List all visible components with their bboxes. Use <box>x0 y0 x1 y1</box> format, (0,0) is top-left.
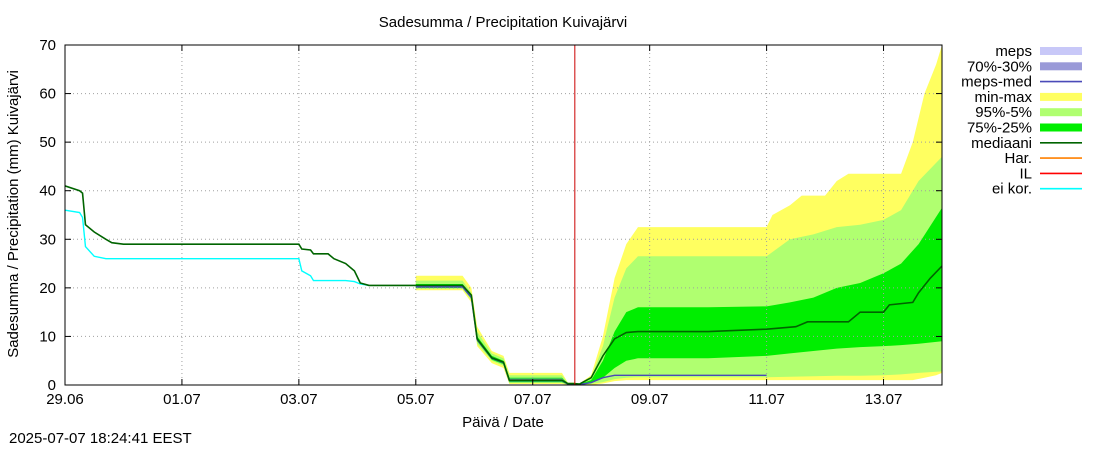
chart-title: Sadesumma / Precipitation Kuivajärvi <box>379 14 627 31</box>
axes-layer: 0 10 20 30 40 50 60 70 29.06 01.07 03.07 05.07 07.07… <box>39 37 943 408</box>
y-axis-label: Sadesumma / Precipitation (mm) Kuivajärv… <box>5 70 22 358</box>
x-tick-label: 13.07 <box>865 391 903 408</box>
legend-swatch <box>1040 62 1082 71</box>
legend-label: min-max <box>974 89 1032 106</box>
x-tick-label: 11.07 <box>748 391 784 408</box>
band-70-30 <box>415 284 568 385</box>
legend-item-il: IL <box>1019 165 1082 182</box>
timestamp: 2025-07-07 18:24:41 EEST <box>9 430 192 447</box>
x-tick-label: 07.07 <box>514 391 552 408</box>
series-mediaani <box>65 185 942 385</box>
band-75-25 <box>415 207 942 385</box>
x-tick-label: 01.07 <box>163 391 201 408</box>
legend-label: Har. <box>1004 150 1032 167</box>
y-tick-label: 60 <box>39 86 56 103</box>
band-layer <box>415 45 942 385</box>
x-tick-label: 03.07 <box>280 391 318 408</box>
x-tick-label: 09.07 <box>631 391 669 408</box>
legend-item-mediaani: mediaani <box>971 135 1082 152</box>
x-tick-label: 29.06 <box>46 391 84 408</box>
legend-label: ei kor. <box>992 181 1032 198</box>
y-tick-label: 20 <box>39 280 56 297</box>
y-tick-label: 70 <box>39 37 56 54</box>
legend-swatch <box>1040 92 1082 101</box>
y-tick-label: 0 <box>48 377 56 394</box>
legend-label: IL <box>1019 165 1032 182</box>
legend: meps70%-30%meps-medmin-max95%-5%75%-25%m… <box>961 43 1082 198</box>
line-layer <box>65 45 942 385</box>
legend-swatch <box>1040 108 1082 117</box>
legend-label: mediaani <box>971 135 1032 152</box>
series-ei-kor <box>65 209 370 287</box>
y-tick-label: 10 <box>39 328 56 345</box>
legend-swatch <box>1040 123 1082 132</box>
x-tick-label: 05.07 <box>397 391 435 408</box>
y-tick-label: 50 <box>39 134 56 151</box>
legend-item-95-5: 95%-5% <box>975 104 1082 121</box>
legend-label: 95%-5% <box>975 104 1032 121</box>
legend-label: meps-med <box>961 74 1032 91</box>
legend-label: meps <box>995 43 1032 60</box>
legend-swatch <box>1040 47 1082 55</box>
legend-label: 75%-25% <box>967 120 1032 137</box>
grid-layer <box>65 45 942 385</box>
legend-item-70-30: 70%-30% <box>967 58 1082 75</box>
legend-item-75-25: 75%-25% <box>967 120 1082 137</box>
legend-item-min-max: min-max <box>974 89 1082 106</box>
legend-item-meps: meps <box>995 43 1082 60</box>
legend-item-har: Har. <box>1004 150 1082 167</box>
legend-label: 70%-30% <box>967 58 1032 75</box>
legend-item-ei-kor: ei kor. <box>992 181 1082 198</box>
plot-frame <box>64 44 943 386</box>
y-tick-label: 40 <box>39 183 56 200</box>
x-axis-label: Päivä / Date <box>462 414 544 431</box>
legend-item-meps-med: meps-med <box>961 74 1082 91</box>
y-tick-label: 30 <box>39 231 56 248</box>
